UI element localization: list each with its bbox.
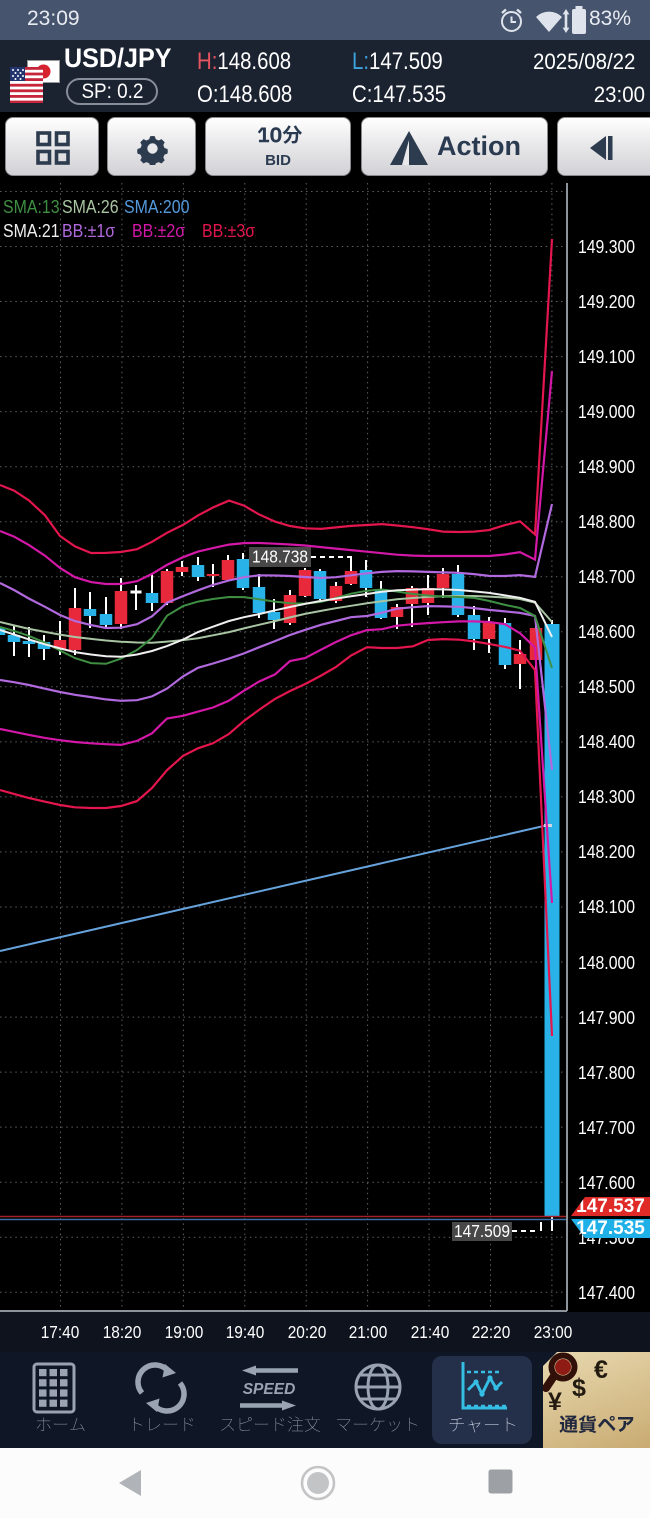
svg-text:148.700: 148.700	[578, 566, 635, 587]
svg-text:149.200: 149.200	[578, 291, 635, 312]
svg-text:147.600: 147.600	[578, 1172, 635, 1193]
svg-text:147.700: 147.700	[578, 1117, 635, 1138]
svg-text:147.509: 147.509	[454, 1221, 510, 1241]
svg-text:148.200: 148.200	[578, 841, 635, 862]
svg-text:148.400: 148.400	[578, 731, 635, 752]
svg-text:148.100: 148.100	[578, 896, 635, 917]
svg-text:149.300: 149.300	[578, 236, 635, 257]
svg-text:SPEED: SPEED	[243, 1381, 296, 1398]
svg-text:148.000: 148.000	[578, 952, 635, 973]
svg-text:149.000: 149.000	[578, 401, 635, 422]
svg-text:148.500: 148.500	[578, 676, 635, 697]
svg-text:148.738: 148.738	[252, 547, 308, 567]
svg-text:148.600: 148.600	[578, 621, 635, 642]
svg-text:147.400: 147.400	[578, 1282, 635, 1303]
svg-text:148.900: 148.900	[578, 456, 635, 477]
svg-text:148.300: 148.300	[578, 786, 635, 807]
svg-text:147.800: 147.800	[578, 1062, 635, 1083]
svg-text:149.100: 149.100	[578, 346, 635, 367]
svg-text:148.800: 148.800	[578, 511, 635, 532]
svg-text:147.900: 147.900	[578, 1007, 635, 1028]
